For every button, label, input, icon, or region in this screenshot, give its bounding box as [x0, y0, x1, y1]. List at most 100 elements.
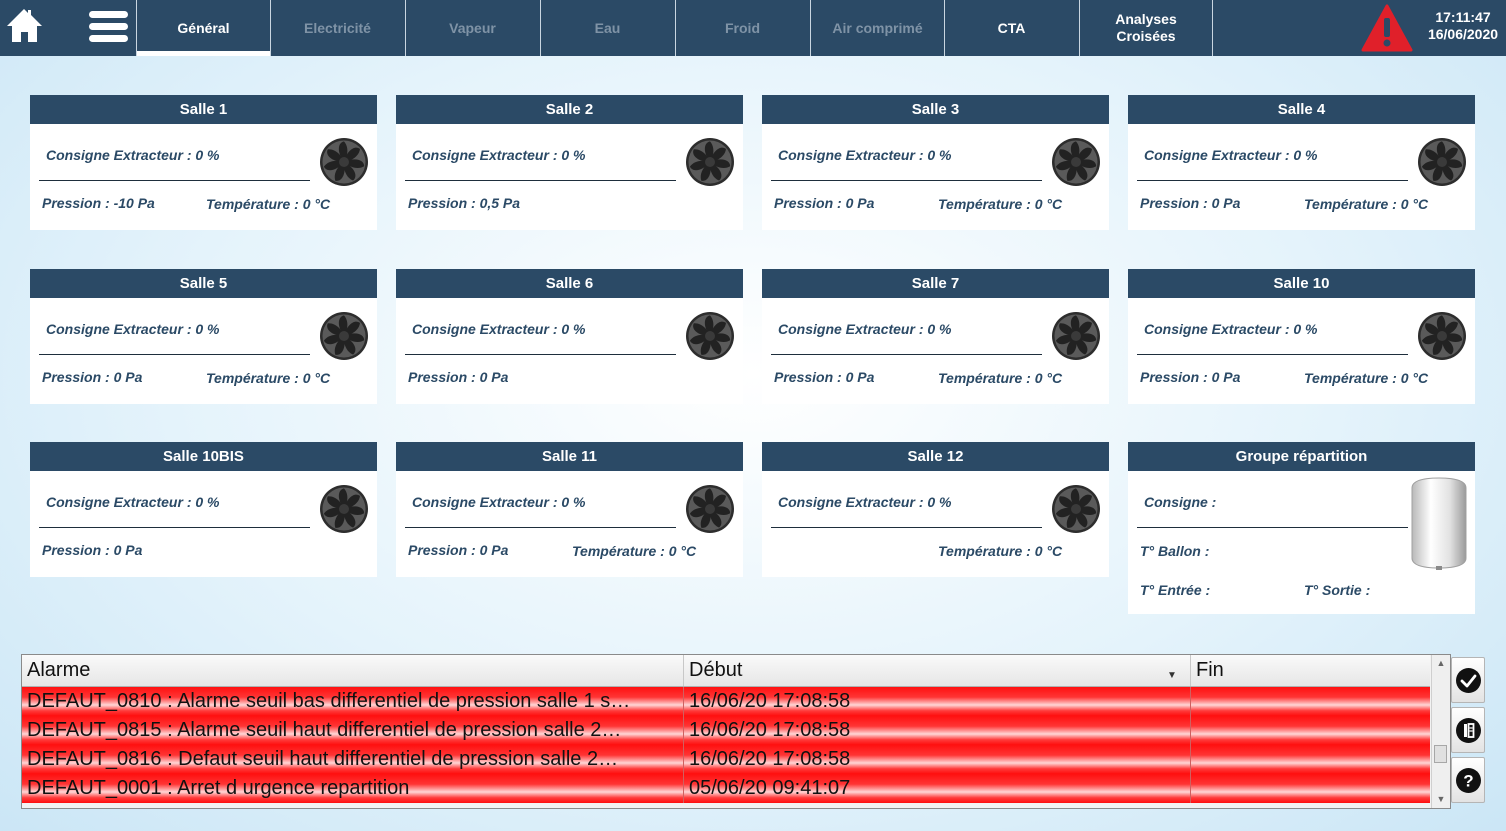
fan-icon [686, 485, 734, 533]
divider [39, 527, 310, 528]
room-consigne-extracteur: Consigne Extracteur : 0 % [46, 321, 220, 337]
tab-label: Eau [594, 19, 621, 36]
room-card: Salle 3 Consigne Extracteur : 0 % Pressi… [762, 95, 1109, 230]
alarm-message: DEFAUT_0810 : Alarme seuil bas different… [22, 687, 684, 716]
room-pression: Pression : 0 Pa [42, 542, 143, 558]
room-pression: Pression : 0 Pa [1140, 195, 1241, 211]
column-header-fin[interactable]: Fin [1196, 659, 1224, 681]
sort-descending-icon[interactable]: ▼ [1167, 670, 1177, 681]
menu-button[interactable] [80, 0, 135, 56]
column-header-label: Début [689, 659, 743, 681]
alarm-start-time: 05/06/20 09:41:07 [684, 774, 1191, 803]
help-icon: ? [1456, 768, 1481, 793]
tab-electricite[interactable]: Electricité [270, 0, 404, 56]
room-card: Salle 10 Consigne Extracteur : 0 % Press… [1128, 269, 1475, 404]
group-entree-temp: T° Entrée : [1140, 582, 1211, 598]
scrollbar-thumb[interactable] [1434, 745, 1447, 763]
room-temperature: Température : 0 °C [206, 196, 331, 212]
room-pression: Pression : 0,5 Pa [408, 195, 521, 211]
alarm-message: DEFAUT_0001 : Arret d urgence repartitio… [22, 774, 684, 803]
tab-general[interactable]: Général [136, 0, 270, 56]
card-title: Salle 7 [762, 269, 1109, 298]
room-consigne-extracteur: Consigne Extracteur : 0 % [412, 494, 586, 510]
alarm-log-button[interactable] [1451, 707, 1485, 753]
tab-label: CTA [997, 19, 1026, 36]
room-temperature: Température : 0 °C [938, 543, 1063, 559]
room-consigne-extracteur: Consigne Extracteur : 0 % [778, 321, 952, 337]
room-consigne-extracteur: Consigne Extracteur : 0 % [778, 494, 952, 510]
room-card: Salle 1 Consigne Extracteur : 0 % Pressi… [30, 95, 377, 230]
room-consigne-extracteur: Consigne Extracteur : 0 % [1144, 147, 1318, 163]
divider [405, 527, 676, 528]
room-card: Salle 5 Consigne Extracteur : 0 % Pressi… [30, 269, 377, 404]
alarm-warning-button[interactable] [1361, 3, 1413, 53]
room-consigne-extracteur: Consigne Extracteur : 0 % [1144, 321, 1318, 337]
tab-air-comprime[interactable]: Air comprimé [810, 0, 944, 56]
divider [39, 180, 310, 181]
home-button[interactable] [0, 0, 55, 56]
column-header-debut[interactable]: Début ▼ [684, 655, 1191, 686]
scroll-up-arrow-icon[interactable]: ▲ [1436, 658, 1446, 668]
group-sortie-temp: T° Sortie : [1304, 582, 1371, 598]
card-title: Salle 6 [396, 269, 743, 298]
fan-icon [1052, 312, 1100, 360]
alarm-row[interactable]: DEFAUT_0815 : Alarme seuil haut differen… [22, 716, 1430, 745]
water-tank-icon [1411, 477, 1467, 570]
divider [771, 180, 1042, 181]
room-consigne-extracteur: Consigne Extracteur : 0 % [778, 147, 952, 163]
room-card: Salle 7 Consigne Extracteur : 0 % Pressi… [762, 269, 1109, 404]
room-consigne-extracteur: Consigne Extracteur : 0 % [412, 147, 586, 163]
card-title: Groupe répartition [1128, 442, 1475, 471]
svg-text:?: ? [1463, 772, 1473, 791]
alarm-row[interactable]: DEFAUT_0816 : Defaut seuil haut differen… [22, 745, 1430, 774]
room-pression: Pression : -10 Pa [42, 195, 155, 211]
fan-icon [686, 138, 734, 186]
fan-icon [686, 312, 734, 360]
alarm-log-icon [1456, 718, 1481, 743]
fan-icon [1418, 312, 1466, 360]
tab-label: Général [177, 19, 230, 36]
help-button[interactable]: ? [1451, 757, 1485, 803]
room-consigne-extracteur: Consigne Extracteur : 0 % [46, 494, 220, 510]
scroll-down-arrow-icon[interactable]: ▼ [1436, 794, 1446, 804]
alarm-start-time: 16/06/20 17:08:58 [684, 687, 1191, 716]
tab-analyses-croisees[interactable]: Analyses Croisées [1079, 0, 1213, 56]
top-navigation-bar: Général Electricité Vapeur Eau Froid Air… [0, 0, 1506, 56]
card-title: Salle 11 [396, 442, 743, 471]
acknowledge-alarm-button[interactable] [1451, 657, 1485, 703]
room-card: Salle 12 Consigne Extracteur : 0 % Tempé… [762, 442, 1109, 577]
tab-cta[interactable]: CTA [944, 0, 1078, 56]
room-consigne-extracteur: Consigne Extracteur : 0 % [412, 321, 586, 337]
alarm-table[interactable]: Alarme Début ▼ Fin DEFAUT_0810 : Alarme … [21, 654, 1451, 809]
alarm-row[interactable]: DEFAUT_0001 : Arret d urgence repartitio… [22, 774, 1430, 803]
fan-icon [1418, 138, 1466, 186]
alarm-end-time [1191, 774, 1430, 803]
room-pression: Pression : 0 Pa [1140, 369, 1241, 385]
alarm-warning-icon [1361, 4, 1413, 52]
divider [771, 354, 1042, 355]
card-title: Salle 5 [30, 269, 377, 298]
home-icon [7, 9, 42, 42]
room-pression: Pression : 0 Pa [408, 542, 509, 558]
room-temperature: Température : 0 °C [938, 370, 1063, 386]
room-pression: Pression : 0 Pa [774, 195, 875, 211]
alarm-row[interactable]: DEFAUT_0810 : Alarme seuil bas different… [22, 687, 1430, 716]
clock-time: 17:11:47 [1435, 9, 1491, 25]
room-temperature: Température : 0 °C [1304, 196, 1429, 212]
fan-icon [1052, 138, 1100, 186]
clock-date: 16/06/2020 [1427, 26, 1499, 42]
alarm-message: DEFAUT_0816 : Defaut seuil haut differen… [22, 745, 684, 774]
alarm-start-time: 16/06/20 17:08:58 [684, 716, 1191, 745]
column-header-alarme[interactable]: Alarme [22, 655, 684, 686]
room-pression: Pression : 0 Pa [774, 369, 875, 385]
tab-vapeur[interactable]: Vapeur [405, 0, 539, 56]
room-card: Salle 10BIS Consigne Extracteur : 0 % Pr… [30, 442, 377, 577]
room-pression: Pression : 0 Pa [408, 369, 509, 385]
tab-froid[interactable]: Froid [675, 0, 809, 56]
card-title: Salle 3 [762, 95, 1109, 124]
room-temperature: Température : 0 °C [1304, 370, 1429, 386]
fan-icon [320, 485, 368, 533]
tab-eau[interactable]: Eau [540, 0, 674, 56]
divider [405, 354, 676, 355]
alarm-scrollbar[interactable]: ▲ ▼ [1431, 655, 1450, 808]
